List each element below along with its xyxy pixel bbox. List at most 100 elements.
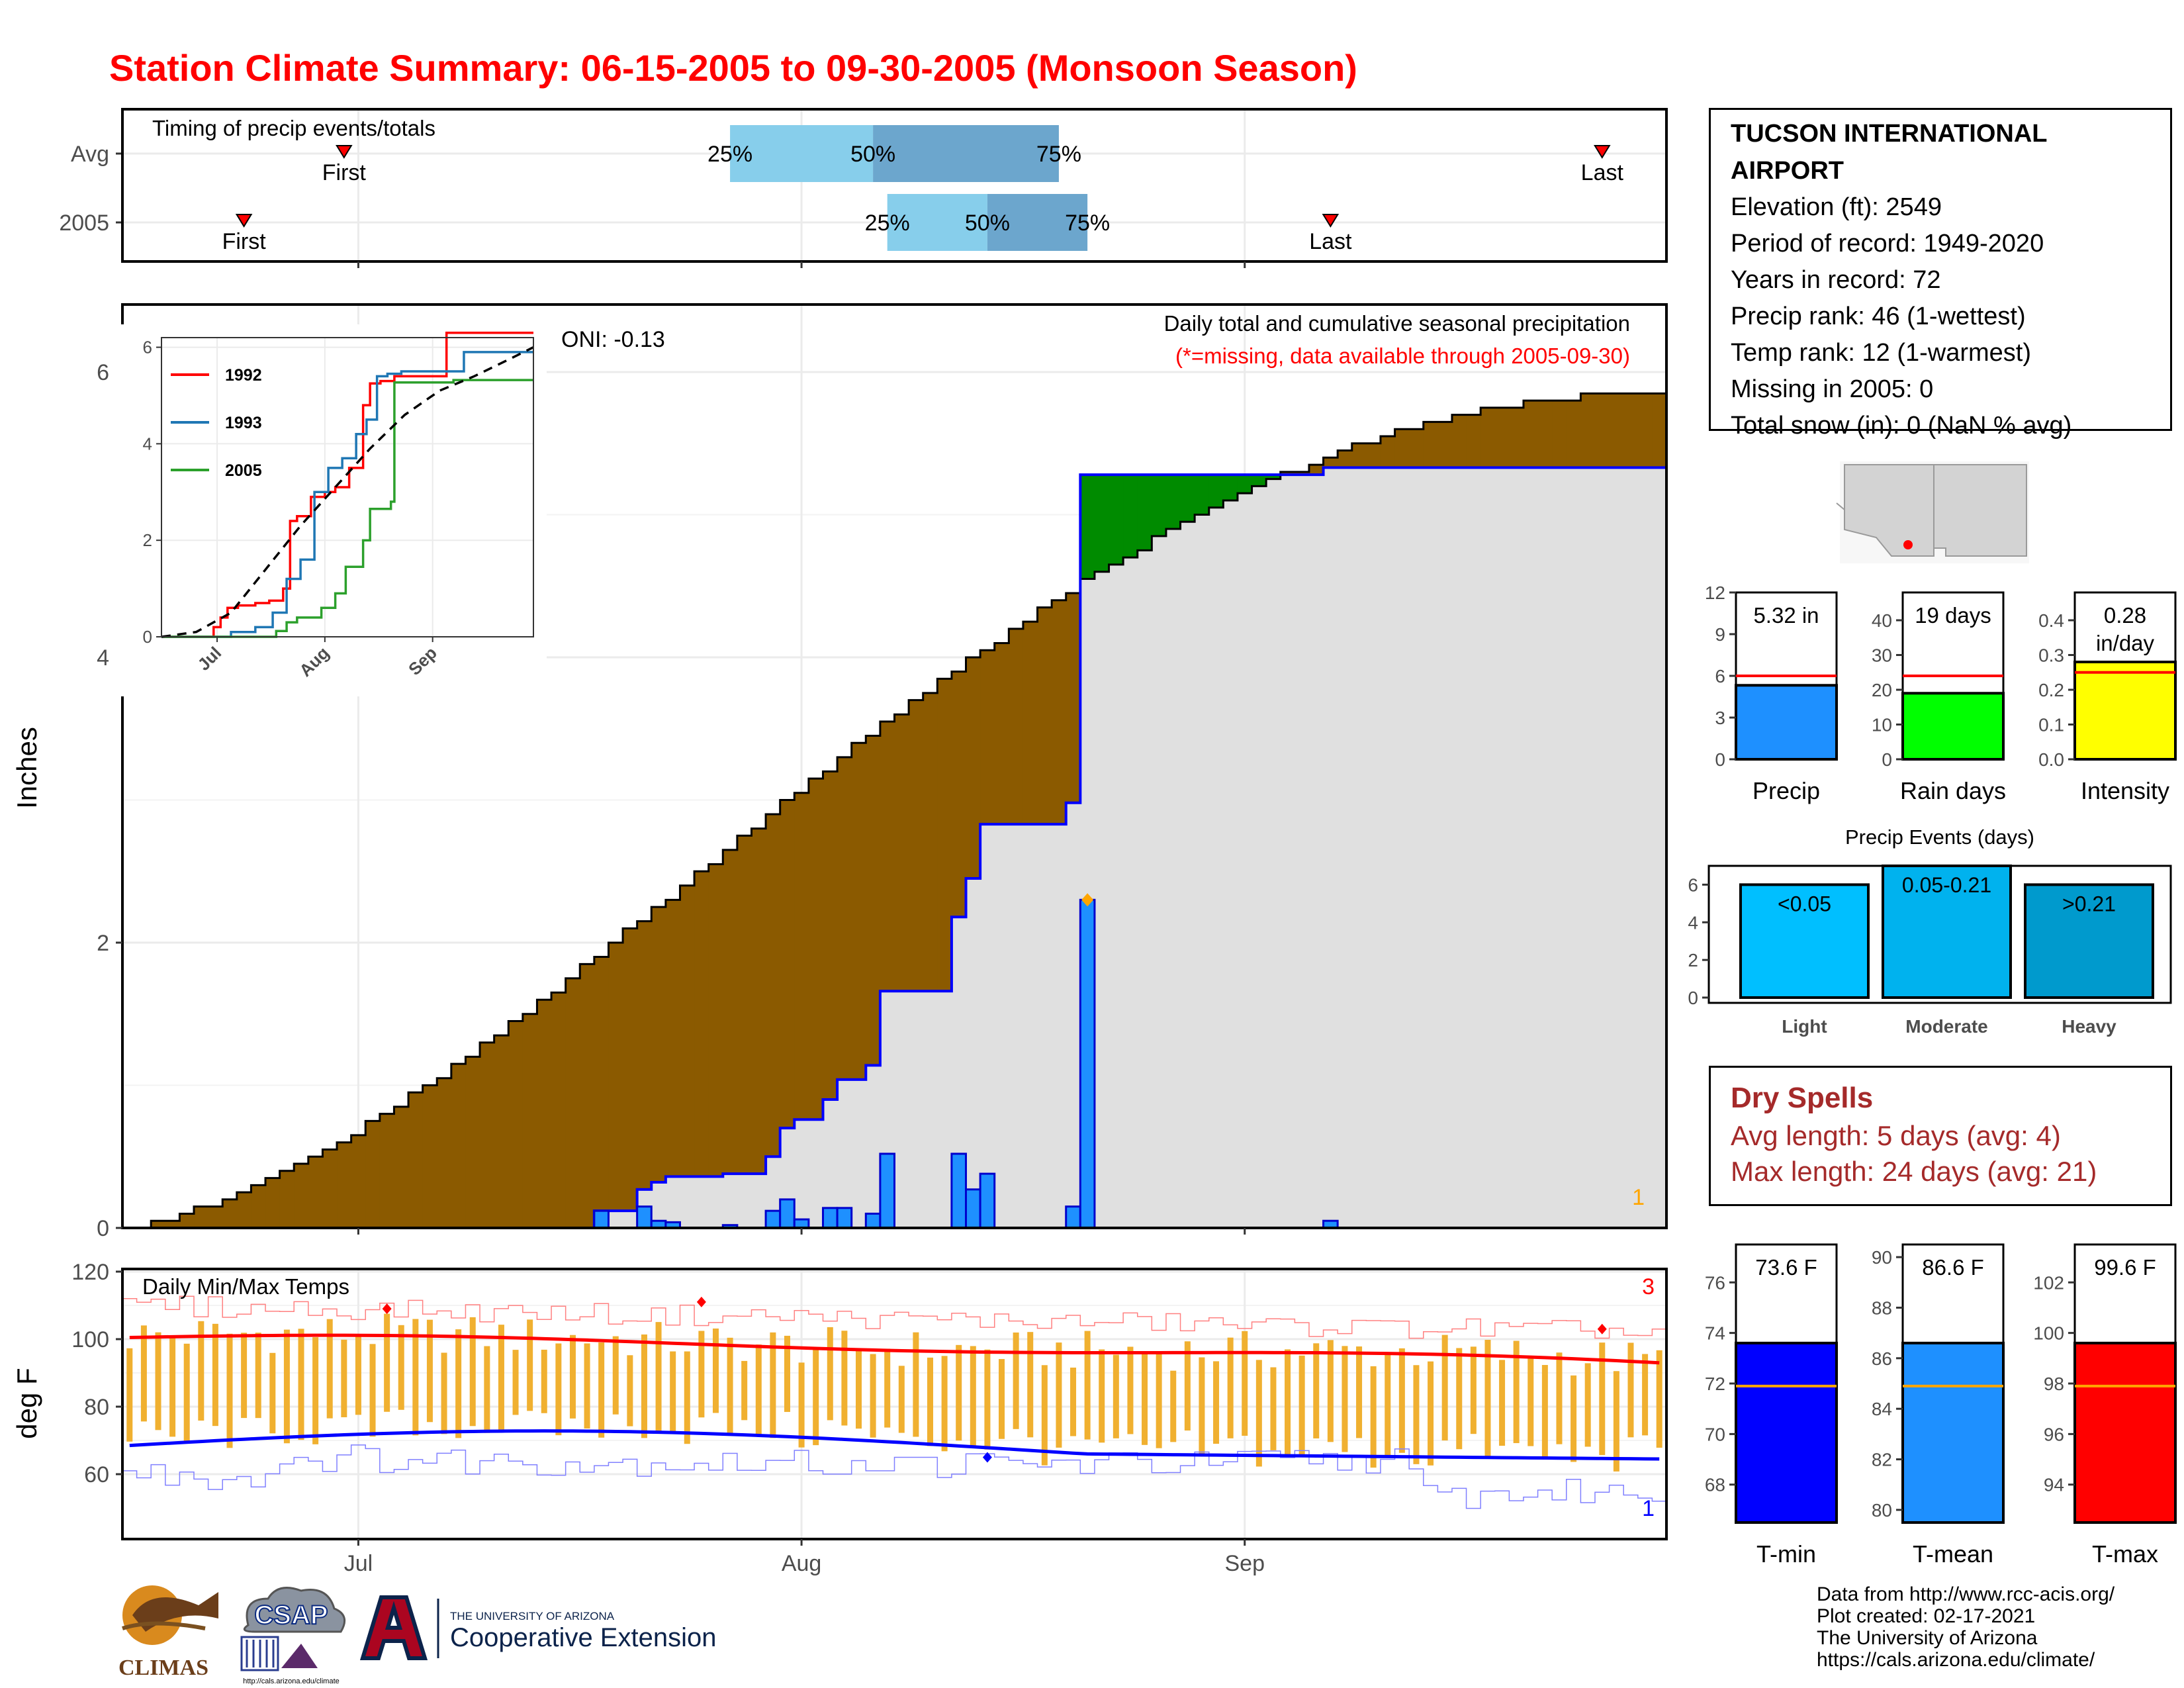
intensity-value-label-2: in/day (2096, 631, 2155, 655)
events-bar-heavy (2024, 883, 2154, 1000)
events-title: Precip Events (days) (1845, 825, 2034, 849)
precip-surplus-area (1094, 475, 1110, 572)
inset-series-avg (161, 346, 534, 638)
temp-daily-bar (1313, 1343, 1320, 1438)
precip-deficit-area (894, 714, 909, 992)
temp-avg-max-line (129, 1333, 1660, 1365)
rain-days-title: Rain days (1900, 777, 2006, 804)
station-elevation: Elevation (ft): 2549 (1731, 193, 1942, 221)
temp-daily-bar (1070, 1367, 1077, 1436)
precip-deficit-area (1323, 457, 1338, 468)
temp-daily-bar (1113, 1354, 1119, 1438)
timeline-last-marker (1322, 214, 1340, 228)
precip-deficit-area (823, 771, 838, 1100)
csap-url: http://cals.arizona.edu/climate (243, 1677, 340, 1685)
tmax-y-tick-label: 100 (2033, 1323, 2064, 1344)
inset-y-tick-label: 6 (143, 338, 152, 357)
precip-deficit-area (522, 1013, 538, 1228)
precip-total-value-bar (1735, 684, 1838, 761)
temp-daily-bar (855, 1348, 862, 1429)
temp-daily-bar (1242, 1331, 1248, 1436)
temp-daily-bar (441, 1352, 447, 1434)
precip-deficit-area (322, 1149, 338, 1228)
temp-daily-bar (1142, 1352, 1148, 1445)
precip-deficit-area (1637, 393, 1653, 468)
precip-deficit-area (1037, 607, 1052, 825)
temp-daily-bar (355, 1336, 361, 1415)
temp-daily-bar (1084, 1331, 1091, 1440)
temp-daily-bar (941, 1356, 948, 1452)
dry-spells-title: Dry Spells (1731, 1082, 1874, 1114)
temp-daily-bar (612, 1336, 619, 1415)
precip-deficit-area (394, 1106, 409, 1228)
precip-deficit-area (766, 814, 781, 1157)
precip-deficit-area (880, 721, 895, 992)
precip-deficit-area (1023, 622, 1038, 825)
precip-deficit-area (923, 692, 938, 992)
precip-daily-bar (836, 1207, 853, 1229)
temp-daily-bar (741, 1360, 748, 1421)
tmin-y-tick-label: 70 (1705, 1424, 1725, 1444)
temp-daily-bar (255, 1333, 261, 1419)
tmean-y-tick-label: 90 (1872, 1247, 1892, 1268)
precip-deficit-area (1466, 414, 1481, 468)
precip-surplus-area (1109, 475, 1124, 565)
tmax-value-label: 99.6 F (2094, 1255, 2156, 1280)
temp-daily-bar (1541, 1365, 1548, 1458)
precip-observed-area (122, 467, 1666, 1228)
temp-daily-bar (498, 1325, 504, 1432)
precip-deficit-area (208, 1206, 223, 1228)
temp-x-tick-label: Jul (344, 1551, 373, 1576)
precip-deficit-area (565, 978, 580, 1228)
timeline-first-marker (336, 145, 353, 159)
temp-daily-bar (527, 1319, 533, 1411)
precip-total-y-tick-label: 12 (1705, 583, 1725, 603)
precip-deficit-area (222, 1199, 238, 1228)
intensity-y-tick-label: 0.2 (2038, 680, 2064, 700)
precip-deficit-area (651, 907, 666, 1183)
intensity-value-label: 0.28 (2104, 603, 2146, 628)
precip-surplus-area (1195, 475, 1210, 515)
ua-big-text: Cooperative Extension (450, 1623, 716, 1652)
tmean-y-tick-label: 88 (1872, 1297, 1892, 1318)
inset-legend-label: 1993 (225, 414, 262, 432)
temp-daily-bar (412, 1319, 419, 1436)
temp-daily-bar (155, 1332, 161, 1430)
temp-daily-bar (455, 1329, 462, 1438)
temp-x-tick-label: Sep (1224, 1551, 1265, 1576)
temp-daily-bar (1213, 1361, 1220, 1444)
precip-frame (121, 303, 1668, 1229)
temp-record-high-marker (1597, 1323, 1607, 1335)
temp-daily-bar (1570, 1375, 1577, 1462)
tmean-value-bar (1901, 1341, 2005, 1524)
precip-deficit-area (1351, 443, 1367, 468)
precip-deficit-area (680, 885, 695, 1177)
temp-daily-bar (684, 1351, 690, 1444)
precip-deficit-area (480, 1042, 495, 1228)
timeline-q75-label: 75% (1065, 211, 1110, 236)
tmax-value-bar (2073, 1341, 2177, 1524)
precip-surplus-area (1180, 475, 1195, 522)
timeline-q50-q75-bar (873, 125, 1059, 182)
temp-daily-bar (927, 1357, 934, 1446)
precip-deficit-area (594, 957, 610, 1211)
temp-daily-bar (1599, 1342, 1606, 1456)
events-y-tick-label: 6 (1688, 874, 1698, 895)
credit-data-source: Data from http://www.rcc-acis.org/ (1817, 1583, 2115, 1605)
temp-daily-bar (226, 1333, 233, 1448)
tmean-title: T-mean (1913, 1540, 1993, 1568)
precip-deficit-area (508, 1021, 523, 1228)
temp-daily-bar (1342, 1346, 1348, 1452)
precip-deficit-area (379, 1113, 395, 1228)
inset-y-tick-label: 0 (143, 627, 152, 647)
precip-deficit-area (937, 679, 952, 992)
precip-deficit-area (1366, 443, 1381, 468)
precip-daily-bar (1079, 898, 1096, 1229)
events-bar-label: >0.21 (2062, 892, 2116, 915)
rain-days-y-tick-label: 0 (1882, 749, 1892, 770)
precip-deficit-area (279, 1170, 295, 1228)
temp-daily-bar (1584, 1363, 1591, 1447)
temp-daily-bar (727, 1337, 733, 1434)
temp-daily-bar (1041, 1365, 1048, 1466)
precip-y-tick-label: 2 (97, 931, 109, 956)
